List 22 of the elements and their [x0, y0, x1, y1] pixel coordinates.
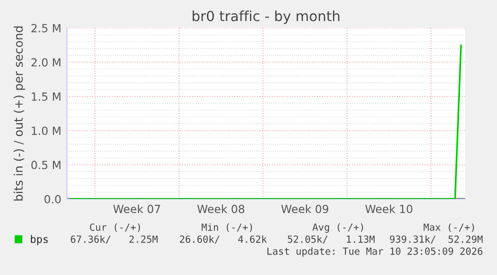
text: 26.60k/ 4.62k — [180, 235, 267, 244]
legend-label: bps — [30, 234, 48, 246]
y-tick-label: 1.5 M — [32, 92, 60, 101]
y-tick-label: 0.5 M — [31, 160, 60, 170]
x-tick-label: Week 08 — [197, 204, 244, 214]
text: Min (-/+) — [202, 223, 252, 232]
text: Max (-/+) — [424, 223, 474, 232]
text: Avg (-/+) — [312, 223, 363, 233]
y-tick-label: 1.0 M — [32, 126, 60, 135]
x-tick-label: Week 07 — [113, 204, 160, 214]
text: 52.05k/ 1.13M — [288, 235, 375, 244]
y-tick-label: 2.5 M — [31, 24, 60, 32]
x-tick-label: Week 09 — [281, 204, 328, 214]
text: 67.36k/ 2.25M — [70, 235, 158, 244]
y-axis-title: bits in (-) / out (+) per second — [14, 26, 26, 201]
chart-title: br0 traffic - by month — [192, 10, 340, 24]
y-tick-label: 0.0 — [44, 194, 61, 204]
text: Last update: Tue Mar 10 23:05:09 2026 — [267, 247, 482, 257]
text: 939.31k/ 52.29M — [390, 235, 483, 244]
x-tick-label: Week 10 — [365, 204, 412, 214]
y-tick-label: 2.0 M — [31, 58, 60, 67]
text: Cur (-/+) — [90, 223, 140, 232]
